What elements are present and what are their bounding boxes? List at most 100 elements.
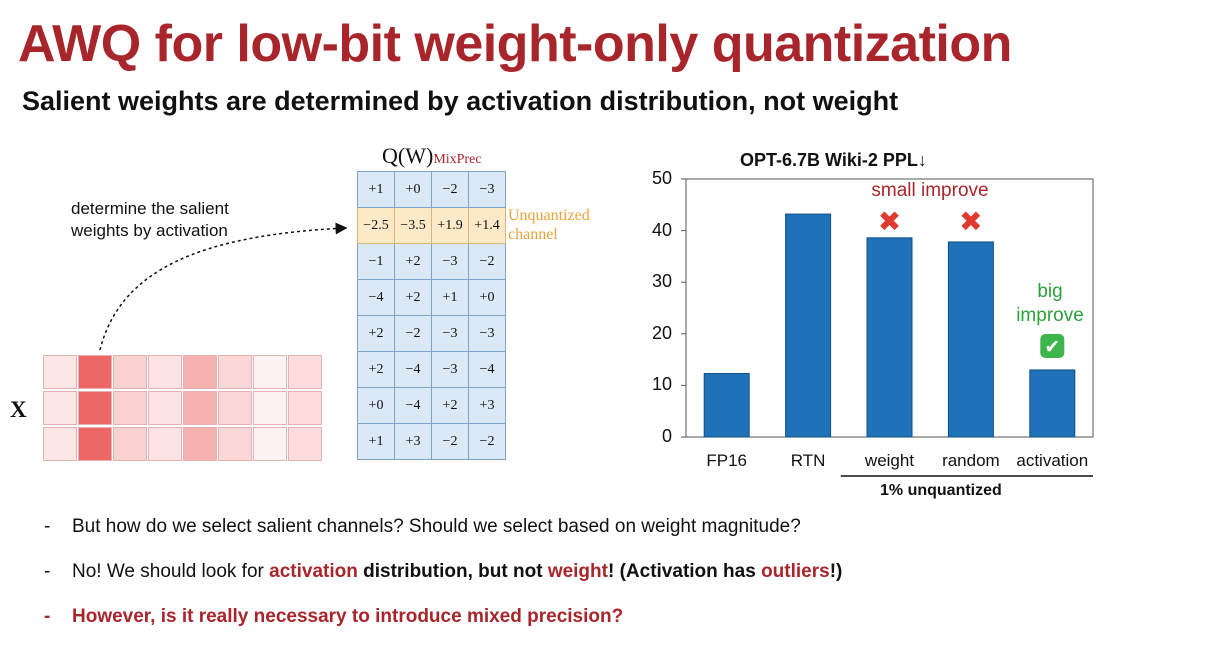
x-tick-label: activation — [1016, 451, 1089, 470]
activation-cell — [113, 355, 147, 389]
activation-cell — [253, 427, 287, 461]
x-tick-label: FP16 — [706, 451, 747, 470]
bullet-2: - No! We should look for activation distr… — [44, 561, 842, 583]
matrix-cell: +1.9 — [431, 207, 469, 244]
bullet-1-text: But how do we select salient channels? S… — [72, 516, 801, 537]
matrix-cell: +2 — [394, 279, 432, 316]
bullet-dash: - — [44, 516, 51, 537]
activation-cell — [43, 355, 77, 389]
matrix-cell: −2.5 — [357, 207, 395, 244]
matrix-cell: −4 — [357, 279, 395, 316]
matrix-row: −1 +2 −3 −2 — [357, 243, 506, 280]
annotation-line-1: determine the salient — [71, 199, 229, 218]
bullet-2-part-3: ! (Activation has — [607, 561, 762, 582]
y-tick-label: 10 — [651, 374, 672, 395]
unquantized-line-1: Unquantized — [508, 207, 590, 224]
activation-cell — [78, 391, 112, 425]
unquantized-row: −2.5 −3.5 +1.9 +1.4 — [357, 207, 506, 244]
matrix-cell: −3 — [431, 351, 469, 388]
bullet-dash: - — [44, 561, 51, 582]
activation-cell — [148, 391, 182, 425]
chart-title: OPT-6.7B Wiki-2 PPL↓ — [740, 150, 927, 170]
x-tick-label: weight — [864, 451, 915, 470]
matrix-cell: −2 — [468, 243, 506, 280]
matrix-cell: +1 — [357, 423, 395, 460]
matrix-cell: −1 — [357, 243, 395, 280]
bullet-2-part-1: No! We should look for — [72, 561, 270, 582]
big-improve-line-1: big — [1037, 281, 1063, 302]
big-improve-line-2: improve — [1016, 305, 1084, 326]
matrix-title-sub: MixPrec — [433, 152, 482, 167]
y-tick-label: 30 — [651, 271, 672, 292]
matrix-cell: +0 — [394, 171, 432, 208]
activation-cell — [113, 391, 147, 425]
activation-keyword: activation — [269, 561, 358, 582]
matrix-cell: +1.4 — [468, 207, 506, 244]
matrix-cell: −3 — [431, 243, 469, 280]
matrix-cell: −2 — [394, 315, 432, 352]
group-label: 1% unquantized — [880, 482, 1002, 499]
matrix-row: +1 +0 −2 −3 — [357, 171, 506, 208]
matrix-cell: +3 — [394, 423, 432, 460]
activation-cell — [218, 391, 252, 425]
annotation-line-2: weights by activation — [71, 221, 228, 240]
matrix-cell: +2 — [431, 387, 469, 424]
matrix-row: +2 −2 −3 −3 — [357, 315, 506, 352]
matrix-cell: +2 — [357, 315, 395, 352]
matrix-row: +1 +3 −2 −2 — [357, 423, 506, 460]
activation-cell — [183, 355, 217, 389]
activation-x-label: X — [10, 397, 27, 422]
matrix-cell: +0 — [468, 279, 506, 316]
activation-cell — [288, 391, 322, 425]
matrix-cell: +0 — [357, 387, 395, 424]
outliers-keyword: outliers — [761, 561, 830, 582]
activation-cell — [253, 391, 287, 425]
activation-cell — [78, 355, 112, 389]
small-improve-annotation: small improve — [871, 180, 989, 201]
activation-cell — [43, 391, 77, 425]
slide-subtitle: Salient weights are determined by activa… — [22, 86, 899, 116]
y-tick-label: 0 — [661, 426, 672, 446]
activation-cell — [43, 427, 77, 461]
matrix-row: +2 −4 −3 −4 — [357, 351, 506, 388]
activation-cell — [253, 355, 287, 389]
activation-cell — [78, 427, 112, 461]
activation-cell — [148, 355, 182, 389]
bullet-3-text: However, is it really necessary to intro… — [72, 606, 624, 627]
matrix-cell: −2 — [431, 423, 469, 460]
matrix-cell: −3 — [431, 315, 469, 352]
y-tick-label: 20 — [651, 322, 672, 343]
matrix-cell: −4 — [394, 387, 432, 424]
activation-cell — [113, 427, 147, 461]
activation-cell — [218, 355, 252, 389]
matrix-row: +0 −4 +2 +3 — [357, 387, 506, 424]
weight-keyword: weight — [547, 561, 608, 582]
matrix-cell: −3 — [468, 171, 506, 208]
bullet-3: - However, is it really necessary to intr… — [44, 606, 623, 628]
y-tick-label: 40 — [651, 219, 672, 240]
activation-cell — [148, 427, 182, 461]
y-tick-label: 50 — [651, 168, 672, 188]
salient-annotation: determine the salient weights by activat… — [71, 198, 229, 242]
matrix-cell: −2 — [468, 423, 506, 460]
activation-cell — [288, 427, 322, 461]
activation-cell — [183, 427, 217, 461]
matrix-cell: +2 — [357, 351, 395, 388]
matrix-cell: +1 — [357, 171, 395, 208]
matrix-title: Q(W)MixPrec — [382, 143, 482, 169]
matrix-cell: +2 — [394, 243, 432, 280]
bullet-dash: - — [44, 606, 51, 627]
big-improve-annotation: big improve — [995, 280, 1105, 328]
bullet-2-part-4: !) — [829, 561, 843, 582]
matrix-cell: −4 — [394, 351, 432, 388]
matrix-cell: +1 — [431, 279, 469, 316]
matrix-cell: −3 — [468, 315, 506, 352]
x-tick-label: random — [942, 451, 1000, 470]
bullet-1: - But how do we select salient channels? … — [44, 516, 801, 538]
matrix-cell: −3.5 — [394, 207, 432, 244]
matrix-cell: +3 — [468, 387, 506, 424]
unquantized-channel-label: Unquantized channel — [508, 206, 590, 244]
weight-matrix: +1 +0 −2 −3 −2.5 −3.5 +1.9 +1.4 −1 +2 −3 −2 −4 +2 +1 +0… — [357, 171, 506, 460]
activation-cell — [288, 355, 322, 389]
